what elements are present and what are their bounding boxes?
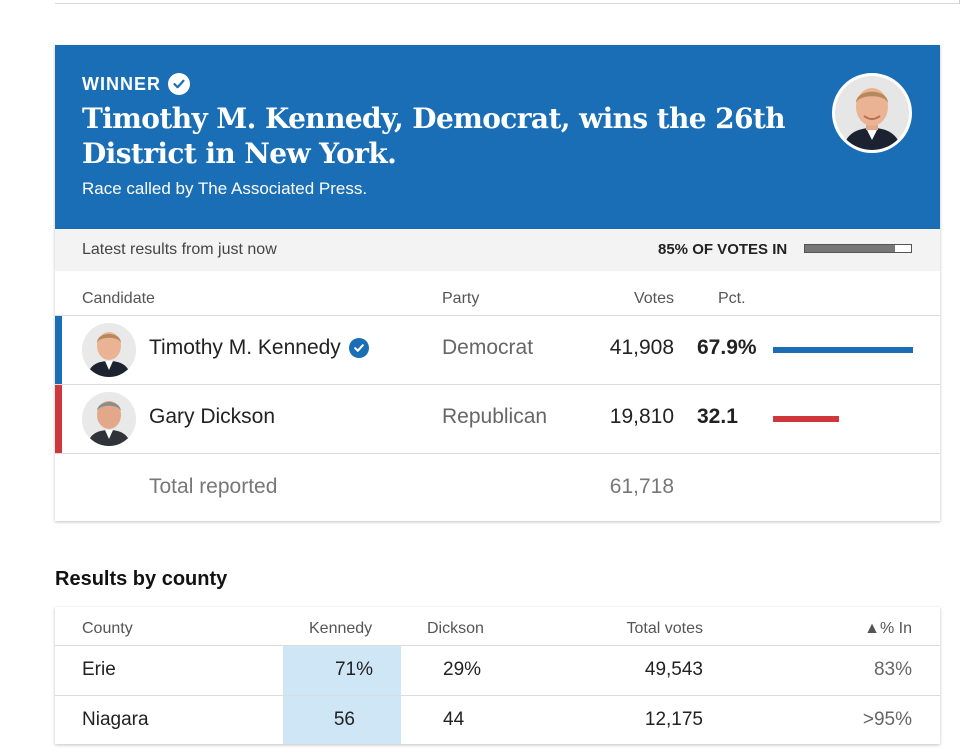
county-total-votes: 49,543 [644, 659, 703, 680]
county-column-header: County [82, 620, 133, 637]
candidate-pct-bar [773, 416, 839, 422]
kennedy-share: 71% [334, 659, 373, 680]
votes-in-label: 85% OF VOTES IN [658, 241, 788, 258]
row-divider [55, 315, 940, 316]
race-headline: Timothy M. Kennedy, Democrat, wins the 2… [82, 102, 786, 170]
candidate-party: Democrat [442, 336, 534, 359]
latest-results-note: Latest results from just now [82, 241, 277, 258]
kennedy-column-header: Kennedy [309, 620, 373, 637]
candidate-row: Timothy M. Kennedy Democrat 41,908 67.9% [55, 316, 940, 384]
reporting-status-bar: Latest results from just now 85% OF VOTE… [55, 229, 940, 271]
row-divider [55, 453, 940, 454]
candidate-name-text: Gary Dickson [149, 405, 276, 428]
county-total-votes: 12,175 [644, 709, 703, 730]
candidate-row: Gary Dickson Republican 19,810 32.1 [55, 385, 940, 453]
row-divider [55, 645, 940, 646]
votes-in-progress-fill [805, 245, 896, 252]
dickson-share: 44 [443, 709, 465, 730]
kennedy-share: 56 [333, 709, 355, 730]
county-name: Niagara [82, 709, 149, 730]
winner-banner: WINNER Timothy M. Kennedy, Democrat, win… [55, 45, 940, 229]
dickson-column-header: Dickson [427, 620, 484, 637]
dickson-share: 29% [443, 659, 482, 680]
row-divider [55, 384, 940, 385]
verified-check-icon [168, 73, 190, 95]
total-votes-column-header[interactable]: Total votes [626, 620, 703, 637]
total-reported-label: Total reported [149, 475, 278, 498]
winner-row: WINNER [82, 73, 190, 95]
candidate-name: Timothy M. Kennedy [149, 336, 369, 360]
column-header-candidate: Candidate [82, 290, 155, 307]
winner-label: WINNER [82, 73, 161, 94]
candidate-name-text: Timothy M. Kennedy [149, 336, 341, 359]
candidate-pct-bar [773, 347, 913, 353]
total-reported-votes: 61,718 [609, 475, 674, 498]
party-color-stripe [55, 385, 62, 453]
county-name: Erie [82, 659, 116, 680]
race-results-card: WINNER Timothy M. Kennedy, Democrat, win… [55, 45, 940, 521]
party-color-stripe [55, 316, 62, 384]
winner-avatar [832, 73, 912, 153]
row-divider [55, 695, 940, 696]
race-called-note: Race called by The Associated Press. [82, 179, 368, 198]
candidate-pct: 67.9% [697, 336, 757, 359]
column-header-party: Party [442, 290, 480, 307]
votes-in-progress-bar [804, 244, 912, 253]
candidate-avatar [82, 392, 136, 446]
top-divider [55, 0, 960, 4]
candidate-pct: 32.1 [697, 405, 738, 428]
county-results-title: Results by county [55, 568, 228, 590]
candidate-name: Gary Dickson [149, 405, 275, 429]
county-pct-in: 83% [873, 659, 912, 680]
candidate-party: Republican [442, 405, 548, 428]
candidate-avatar [82, 323, 136, 377]
county-results-table: County Kennedy Dickson Total votes ▲% In… [55, 607, 940, 744]
candidate-votes: 19,810 [609, 405, 674, 428]
column-header-votes: Votes [633, 290, 674, 307]
pct-in-column-header[interactable]: ▲% In [864, 620, 912, 637]
county-pct-in: >95% [862, 709, 912, 730]
candidate-votes: 41,908 [609, 336, 674, 359]
verified-check-icon [348, 338, 369, 358]
column-header-pct: Pct. [718, 290, 746, 307]
